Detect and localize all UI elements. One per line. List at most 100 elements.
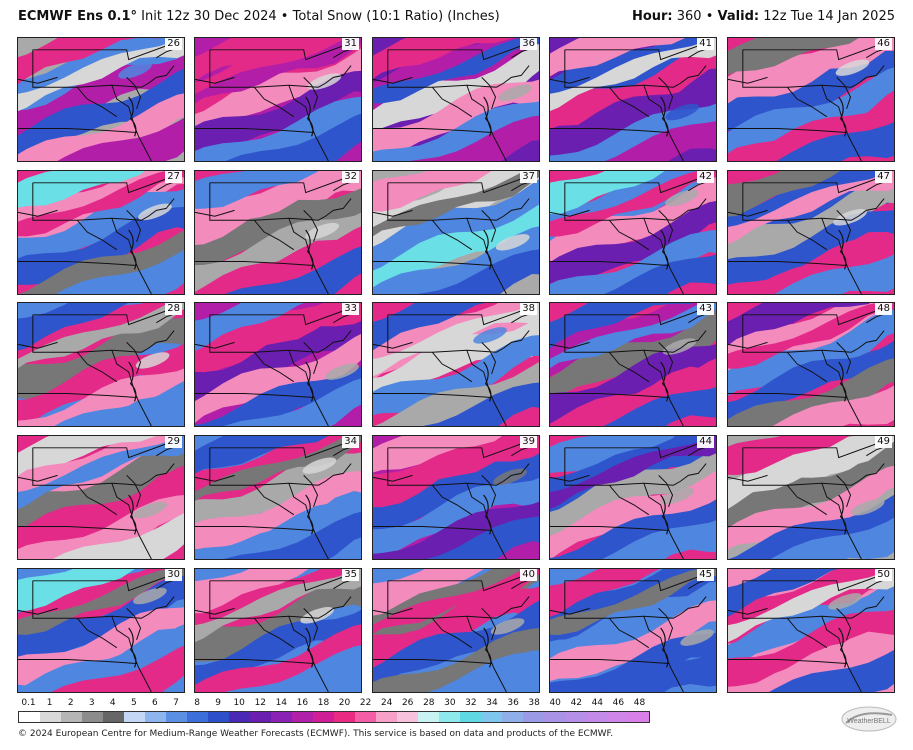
- legend-swatch: [103, 712, 124, 722]
- svg-text:WeatherBELL: WeatherBELL: [847, 718, 891, 725]
- snowfall-map: [373, 38, 539, 161]
- ensemble-member-panel: 26: [17, 37, 185, 162]
- member-number: 41: [697, 38, 714, 50]
- member-number: 37: [520, 171, 537, 183]
- valid-label: Valid:: [717, 9, 760, 24]
- hour-label: Hour:: [631, 9, 673, 24]
- member-number: 33: [342, 303, 359, 315]
- legend-swatch: [523, 712, 544, 722]
- legend-swatch: [544, 712, 565, 722]
- color-legend: [18, 711, 650, 723]
- member-number: 49: [875, 436, 892, 448]
- snowfall-map: [373, 171, 539, 294]
- legend-label: 3: [88, 698, 95, 708]
- legend-label: 22: [359, 698, 372, 708]
- legend-swatch: [40, 712, 61, 722]
- ensemble-member-panel: 33: [194, 302, 362, 427]
- member-number: 40: [520, 569, 537, 581]
- legend-swatch: [61, 712, 82, 722]
- snowfall-map: [550, 569, 716, 692]
- ensemble-member-panel: 45: [549, 568, 717, 693]
- snowfall-map: [18, 171, 184, 294]
- member-number: 43: [697, 303, 714, 315]
- legend-label: 5: [131, 698, 137, 708]
- snowfall-map: [728, 436, 894, 559]
- ensemble-member-panel: 41: [549, 37, 717, 162]
- ensemble-member-panel: 47: [727, 170, 895, 295]
- member-number: 47: [875, 171, 892, 183]
- legend-swatch: [334, 712, 355, 722]
- snowfall-map: [728, 303, 894, 426]
- valid-value: 12z Tue 14 Jan 2025: [763, 9, 895, 24]
- member-number: 44: [697, 436, 714, 448]
- legend-label: 36: [507, 698, 519, 708]
- legend-swatch: [229, 712, 250, 722]
- legend-label: 1: [46, 698, 53, 708]
- ensemble-member-panel: 27: [17, 170, 185, 295]
- weatherbell-logo: WeatherBELL: [840, 705, 898, 733]
- ensemble-member-panel: 49: [727, 435, 895, 560]
- legend-label: 28: [423, 698, 435, 708]
- legend-label: 2: [67, 698, 74, 708]
- legend-label: 20: [338, 698, 351, 708]
- member-number: 34: [342, 436, 359, 448]
- ensemble-member-panel: 29: [17, 435, 185, 560]
- header-left: ECMWF Ens 0.1° Init 12z 30 Dec 2024 • To…: [18, 9, 500, 24]
- snowfall-map: [373, 303, 539, 426]
- legend-label: 7: [173, 698, 179, 708]
- ensemble-member-panel: 30: [17, 568, 185, 693]
- ensemble-member-panel: 42: [549, 170, 717, 295]
- ensemble-member-panel: 40: [372, 568, 540, 693]
- legend-swatch: [145, 712, 166, 722]
- legend-label: 42: [570, 698, 583, 708]
- legend-swatch: [397, 712, 418, 722]
- member-number: 30: [165, 569, 182, 581]
- ensemble-member-panel: 36: [372, 37, 540, 162]
- ensemble-member-panel: 32: [194, 170, 362, 295]
- snowfall-map: [18, 569, 184, 692]
- legend-swatch: [376, 712, 397, 722]
- legend-swatch: [313, 712, 334, 722]
- snowfall-map: [195, 303, 361, 426]
- separator: •: [705, 9, 714, 24]
- ensemble-member-panel: 35: [194, 568, 362, 693]
- separator: •: [280, 9, 289, 24]
- legend-labels: 0.1 1 2 3 4 5 6 7 8 9 10 12 14 16 18 20 22 24 26 28 30 32 34 36…: [18, 698, 650, 710]
- member-number: 29: [165, 436, 182, 448]
- member-number: 32: [342, 171, 359, 183]
- snowfall-map: [373, 569, 539, 692]
- snowfall-map: [18, 38, 184, 161]
- ensemble-member-panel: 39: [372, 435, 540, 560]
- hour-value: 360: [676, 9, 702, 24]
- ensemble-member-panel: 44: [549, 435, 717, 560]
- legend-label: 34: [486, 698, 498, 708]
- legend-swatch: [439, 712, 460, 722]
- ensemble-member-panel: 31: [194, 37, 362, 162]
- legend-swatch: [481, 712, 502, 722]
- snowfall-map: [550, 38, 716, 161]
- snowfall-map: [195, 38, 361, 161]
- legend-label: 44: [591, 698, 604, 708]
- legend-swatch: [607, 712, 628, 722]
- legend-swatch: [292, 712, 313, 722]
- copyright-footer: © 2024 European Centre for Medium-Range …: [18, 729, 614, 739]
- snowfall-map: [18, 303, 184, 426]
- legend-label: 14: [275, 698, 288, 708]
- ensemble-member-panel: 46: [727, 37, 895, 162]
- member-number: 39: [520, 436, 537, 448]
- member-number: 27: [165, 171, 182, 183]
- legend-label: 9: [215, 698, 221, 708]
- legend-label: 4: [109, 698, 116, 708]
- legend-label: 10: [233, 698, 245, 708]
- legend-swatch: [586, 712, 607, 722]
- snowfall-map: [728, 569, 894, 692]
- legend-swatch: [166, 712, 187, 722]
- member-number: 36: [520, 38, 537, 50]
- legend-swatch: [565, 712, 586, 722]
- legend-swatch: [187, 712, 208, 722]
- legend-swatch: [418, 712, 439, 722]
- legend-swatch: [208, 712, 229, 722]
- legend-swatch: [19, 712, 40, 722]
- snowfall-map: [550, 171, 716, 294]
- legend-swatch: [271, 712, 292, 722]
